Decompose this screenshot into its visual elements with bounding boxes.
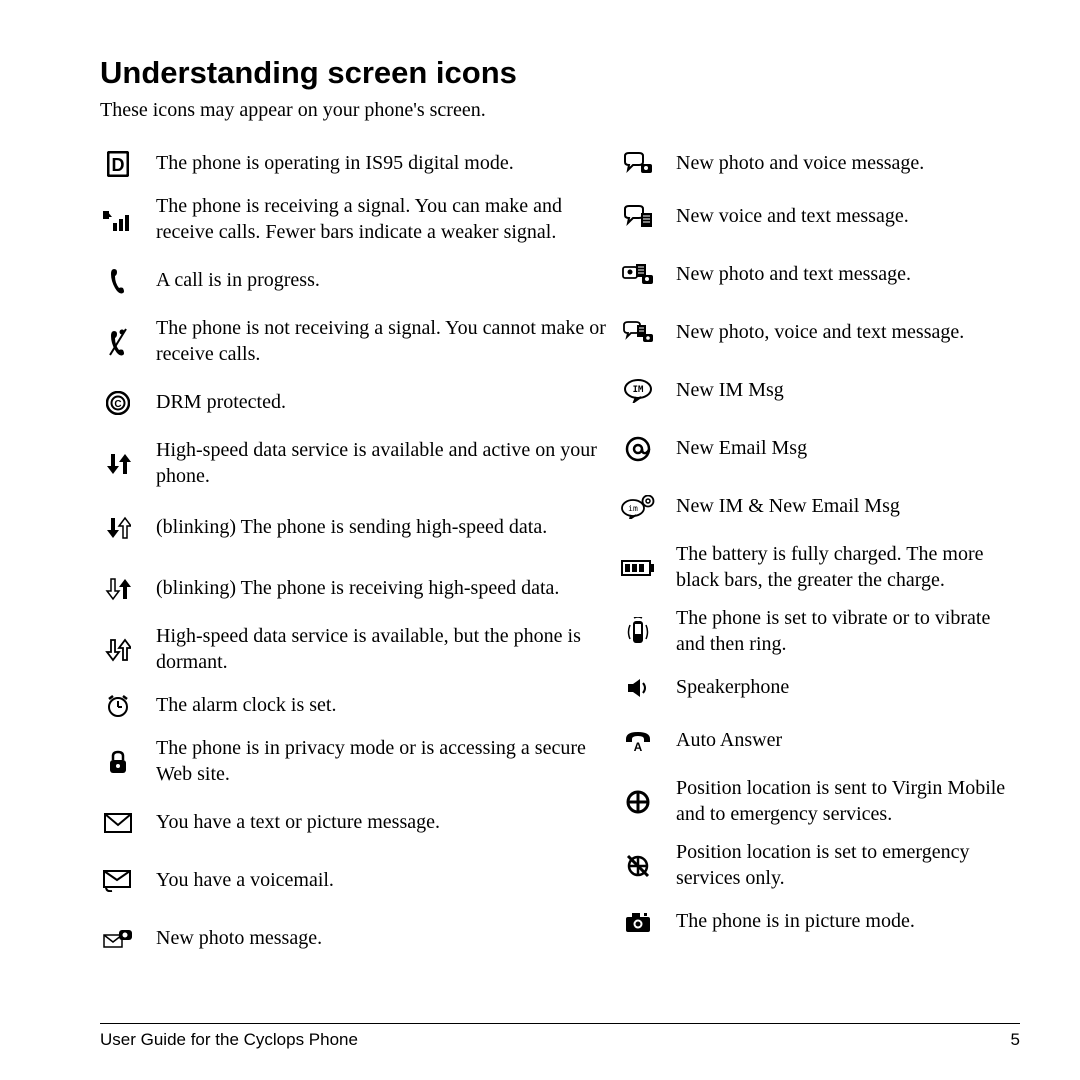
icon-desc: The phone is operating in IS95 digital m… [156,151,514,177]
photo-msg-icon [100,928,136,950]
icon-columns: D The phone is operating in IS95 digital… [100,140,1020,968]
signal-bars-icon [100,209,136,231]
icon-row: Position location is sent to Virgin Mobi… [620,770,1020,834]
icon-desc: New IM Msg [676,378,784,404]
auto-answer-icon: A [620,730,656,752]
footer-title: User Guide for the Cyclops Phone [100,1030,358,1050]
envelope-icon [100,813,136,833]
icon-desc: High-speed data service is available and… [156,438,610,489]
photo-voice-text-icon [620,321,656,345]
icon-row: New photo and text message. [620,246,1020,304]
icon-desc: The phone is in picture mode. [676,909,915,935]
icon-row: You have a text or picture message. [100,794,610,852]
drm-c-icon: C [100,391,136,415]
icon-row: The phone is in privacy mode or is acces… [100,730,610,794]
svg-text:im: im [628,504,638,513]
icon-desc: (blinking) The phone is sending high-spe… [156,515,547,541]
icon-row: The phone is receiving a signal. You can… [100,188,610,252]
icon-desc: The phone is in privacy mode or is acces… [156,736,610,787]
icon-row: A call is in progress. [100,252,610,310]
icon-row: C DRM protected. [100,374,610,432]
page-footer: User Guide for the Cyclops Phone 5 [100,1023,1020,1050]
gps-on-icon [620,790,656,814]
icon-row: A Auto Answer [620,712,1020,770]
icon-row: im New IM & New Email Msg [620,478,1020,536]
icon-desc: The battery is fully charged. The more b… [676,542,1020,593]
digital-d-icon: D [100,151,136,177]
svg-text:A: A [634,740,643,752]
icon-row: New photo, voice and text message. [620,304,1020,362]
icon-desc: Position location is sent to Virgin Mobi… [676,776,1020,827]
icon-desc: The phone is not receiving a signal. You… [156,316,610,367]
camera-icon [620,911,656,933]
photo-text-icon [620,263,656,287]
icon-desc: New IM & New Email Msg [676,494,900,520]
page-title: Understanding screen icons [100,55,1020,91]
right-column: New photo and voice message. New voice a… [620,140,1020,968]
icon-desc: New Email Msg [676,436,807,462]
icon-row: The phone is set to vibrate or to vibrat… [620,600,1020,664]
im-bubble-icon: IM [620,379,656,403]
icon-desc: High-speed data service is available, bu… [156,624,610,675]
icon-desc: Auto Answer [676,728,782,754]
icon-row: High-speed data service is available, bu… [100,618,610,682]
svg-text:IM: IM [633,385,644,395]
icon-row: The alarm clock is set. [100,682,610,730]
icon-desc: The alarm clock is set. [156,693,337,719]
icon-desc: You have a voicemail. [156,868,334,894]
icon-row: New voice and text message. [620,188,1020,246]
speakerphone-icon [620,677,656,699]
email-at-icon [620,436,656,462]
icon-desc: New photo and text message. [676,262,911,288]
icon-desc: New photo, voice and text message. [676,320,964,346]
icon-desc: The phone is receiving a signal. You can… [156,194,610,245]
phone-no-signal-icon [100,327,136,357]
icon-desc: Position location is set to emergency se… [676,840,1020,891]
left-column: D The phone is operating in IS95 digital… [100,140,610,968]
im-email-icon: im [620,495,656,519]
icon-row: The phone is not receiving a signal. You… [100,310,610,374]
battery-full-icon [620,560,656,576]
voice-text-icon [620,205,656,229]
data-active-icon [100,452,136,476]
icon-row: You have a voicemail. [100,852,610,910]
data-send-icon [100,516,136,540]
vibrate-icon [620,617,656,647]
icon-row: High-speed data service is available and… [100,432,610,496]
icon-row: (blinking) The phone is sending high-spe… [100,496,610,560]
icon-desc: New voice and text message. [676,204,909,230]
alarm-clock-icon [100,694,136,718]
voicemail-env-icon [100,870,136,892]
svg-text:D: D [112,155,125,175]
data-dormant-icon [100,638,136,662]
icon-row: Position location is set to emergency se… [620,834,1020,898]
padlock-icon [100,750,136,774]
icon-desc: A call is in progress. [156,268,320,294]
phone-handset-icon [100,267,136,295]
icon-desc: DRM protected. [156,390,286,416]
icon-row: D The phone is operating in IS95 digital… [100,140,610,188]
icon-row: New photo and voice message. [620,140,1020,188]
icon-row: (blinking) The phone is receiving high-s… [100,560,610,618]
icon-desc: The phone is set to vibrate or to vibrat… [676,606,1020,657]
icon-row: Speakerphone [620,664,1020,712]
photo-voice-icon [620,152,656,176]
intro-text: These icons may appear on your phone's s… [100,99,1020,122]
data-recv-icon [100,577,136,601]
svg-text:C: C [114,399,121,410]
icon-desc: You have a text or picture message. [156,810,440,836]
gps-e911-icon [620,853,656,879]
page-number: 5 [1011,1030,1020,1050]
icon-row: The phone is in picture mode. [620,898,1020,946]
icon-desc: Speakerphone [676,675,789,701]
icon-desc: (blinking) The phone is receiving high-s… [156,576,559,602]
icon-row: New Email Msg [620,420,1020,478]
icon-row: The battery is fully charged. The more b… [620,536,1020,600]
icon-desc: New photo and voice message. [676,151,924,177]
icon-desc: New photo message. [156,926,322,952]
icon-row: IM New IM Msg [620,362,1020,420]
icon-row: New photo message. [100,910,610,968]
